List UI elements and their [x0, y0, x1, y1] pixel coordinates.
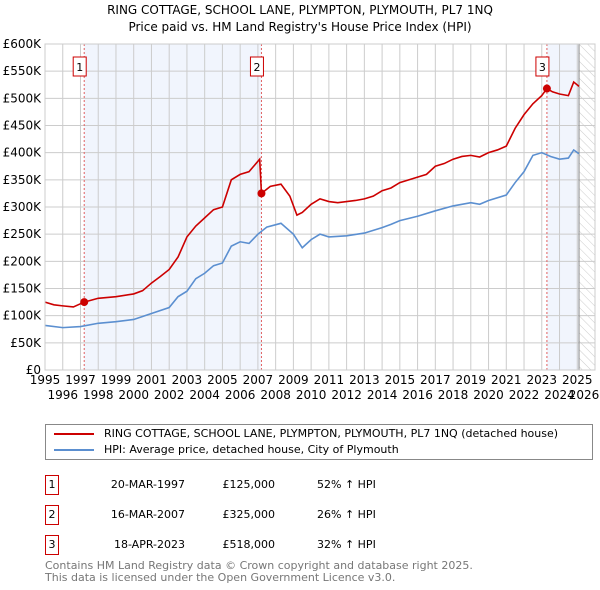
- legend-item-hpi: HPI: Average price, detached house, City…: [54, 443, 399, 456]
- y-tick-label: £500K: [3, 91, 43, 105]
- sale-price: £518,000: [222, 538, 276, 551]
- table-row: 1 20-MAR-1997 £125,000 52% ↑ HPI: [45, 475, 445, 495]
- x-tick-label: 2022: [509, 388, 540, 402]
- sale-number: 1: [45, 475, 59, 495]
- sale-price: £325,000: [222, 508, 276, 521]
- x-tick-label: 2001: [136, 373, 167, 387]
- legend-label: HPI: Average price, detached house, City…: [104, 443, 399, 456]
- x-tick-label: 2010: [296, 388, 327, 402]
- footer-line: This data is licensed under the Open Gov…: [45, 571, 396, 584]
- legend-item-property: RING COTTAGE, SCHOOL LANE, PLYMPTON, PLY…: [54, 427, 558, 440]
- table-row: 3 18-APR-2023 £518,000 32% ↑ HPI: [45, 535, 445, 555]
- sale-date: 18-APR-2023: [113, 538, 185, 551]
- x-tick-label: 2012: [331, 388, 362, 402]
- chart-subtitle: Price paid vs. HM Land Registry's House …: [128, 20, 471, 34]
- price-chart: RING COTTAGE, SCHOOL LANE, PLYMPTON, PLY…: [3, 3, 600, 402]
- x-tick-label: 2007: [243, 373, 274, 387]
- y-tick-label: £300K: [3, 200, 43, 214]
- series-line: [44, 148, 580, 329]
- x-tick-label: 2019: [456, 373, 487, 387]
- x-tick-label: 2018: [438, 388, 469, 402]
- x-tick-label: 2026: [569, 388, 600, 402]
- legend-swatch: [54, 432, 94, 435]
- x-tick-label: 1999: [101, 373, 132, 387]
- sale-label: 2: [253, 61, 260, 74]
- legend: RING COTTAGE, SCHOOL LANE, PLYMPTON, PLY…: [45, 424, 593, 460]
- x-tick-label: 2006: [225, 388, 256, 402]
- sale-label-box: [249, 56, 264, 77]
- sale-point: [80, 298, 89, 307]
- x-tick-label: 2025: [562, 373, 593, 387]
- x-tick-label: 2020: [473, 388, 504, 402]
- x-tick-label: 2015: [385, 373, 416, 387]
- chart-title: RING COTTAGE, SCHOOL LANE, PLYMPTON, PLY…: [107, 3, 493, 17]
- footer: Contains HM Land Registry data © Crown c…: [45, 560, 473, 584]
- x-tick-label: 2005: [207, 373, 238, 387]
- x-tick-label: 2014: [367, 388, 398, 402]
- sale-number: 3: [45, 535, 59, 555]
- x-tick-label: 2016: [402, 388, 433, 402]
- x-tick-label: 1998: [83, 388, 114, 402]
- y-tick-label: £450K: [3, 119, 43, 133]
- sale-number: 2: [45, 505, 59, 525]
- sale-label: 3: [539, 61, 546, 74]
- y-tick-label: £100K: [3, 309, 43, 323]
- sale-label-box: [72, 56, 87, 77]
- y-tick-label: £400K: [3, 146, 43, 160]
- y-tick-label: £350K: [3, 173, 43, 187]
- y-tick-label: £250K: [3, 227, 43, 241]
- y-tick-label: £150K: [3, 282, 43, 296]
- series-line: [44, 80, 580, 308]
- x-tick-label: 2021: [491, 373, 522, 387]
- x-tick-label: 1995: [30, 373, 61, 387]
- y-tick-label: £50K: [10, 336, 42, 350]
- sale-label: 1: [76, 61, 83, 74]
- x-tick-label: 2011: [314, 373, 345, 387]
- x-tick-label: 2024: [544, 388, 575, 402]
- y-tick-label: £550K: [3, 64, 43, 78]
- footer-line: Contains HM Land Registry data © Crown c…: [45, 559, 473, 572]
- plot-border: [44, 43, 596, 371]
- x-tick-label: 2009: [278, 373, 309, 387]
- x-tick-label: 2008: [260, 388, 291, 402]
- sale-hpi: 52% ↑ HPI: [317, 478, 376, 491]
- sale-hpi: 32% ↑ HPI: [317, 538, 376, 551]
- x-tick-label: 2004: [189, 388, 220, 402]
- legend-label: RING COTTAGE, SCHOOL LANE, PLYMPTON, PLY…: [104, 427, 559, 440]
- sale-point: [542, 84, 551, 93]
- y-tick-label: £200K: [3, 254, 43, 268]
- sale-point: [257, 189, 266, 198]
- y-tick-label: £600K: [3, 37, 43, 51]
- table-row: 2 16-MAR-2007 £325,000 26% ↑ HPI: [45, 505, 445, 525]
- sale-price: £125,000: [222, 478, 276, 491]
- x-tick-label: 1996: [47, 388, 78, 402]
- x-tick-label: 1997: [65, 373, 96, 387]
- legend-swatch: [54, 448, 94, 451]
- sale-date: 20-MAR-1997: [110, 478, 185, 491]
- sale-hpi: 26% ↑ HPI: [317, 508, 376, 521]
- x-tick-label: 2023: [527, 373, 558, 387]
- x-tick-label: 2017: [420, 373, 451, 387]
- x-tick-label: 2002: [154, 388, 185, 402]
- sale-label-box: [535, 56, 550, 77]
- x-tick-label: 2003: [172, 373, 203, 387]
- y-tick-label: £0: [26, 363, 41, 377]
- x-tick-label: 2000: [118, 388, 149, 402]
- sale-date: 16-MAR-2007: [110, 508, 185, 521]
- x-tick-label: 2013: [349, 373, 380, 387]
